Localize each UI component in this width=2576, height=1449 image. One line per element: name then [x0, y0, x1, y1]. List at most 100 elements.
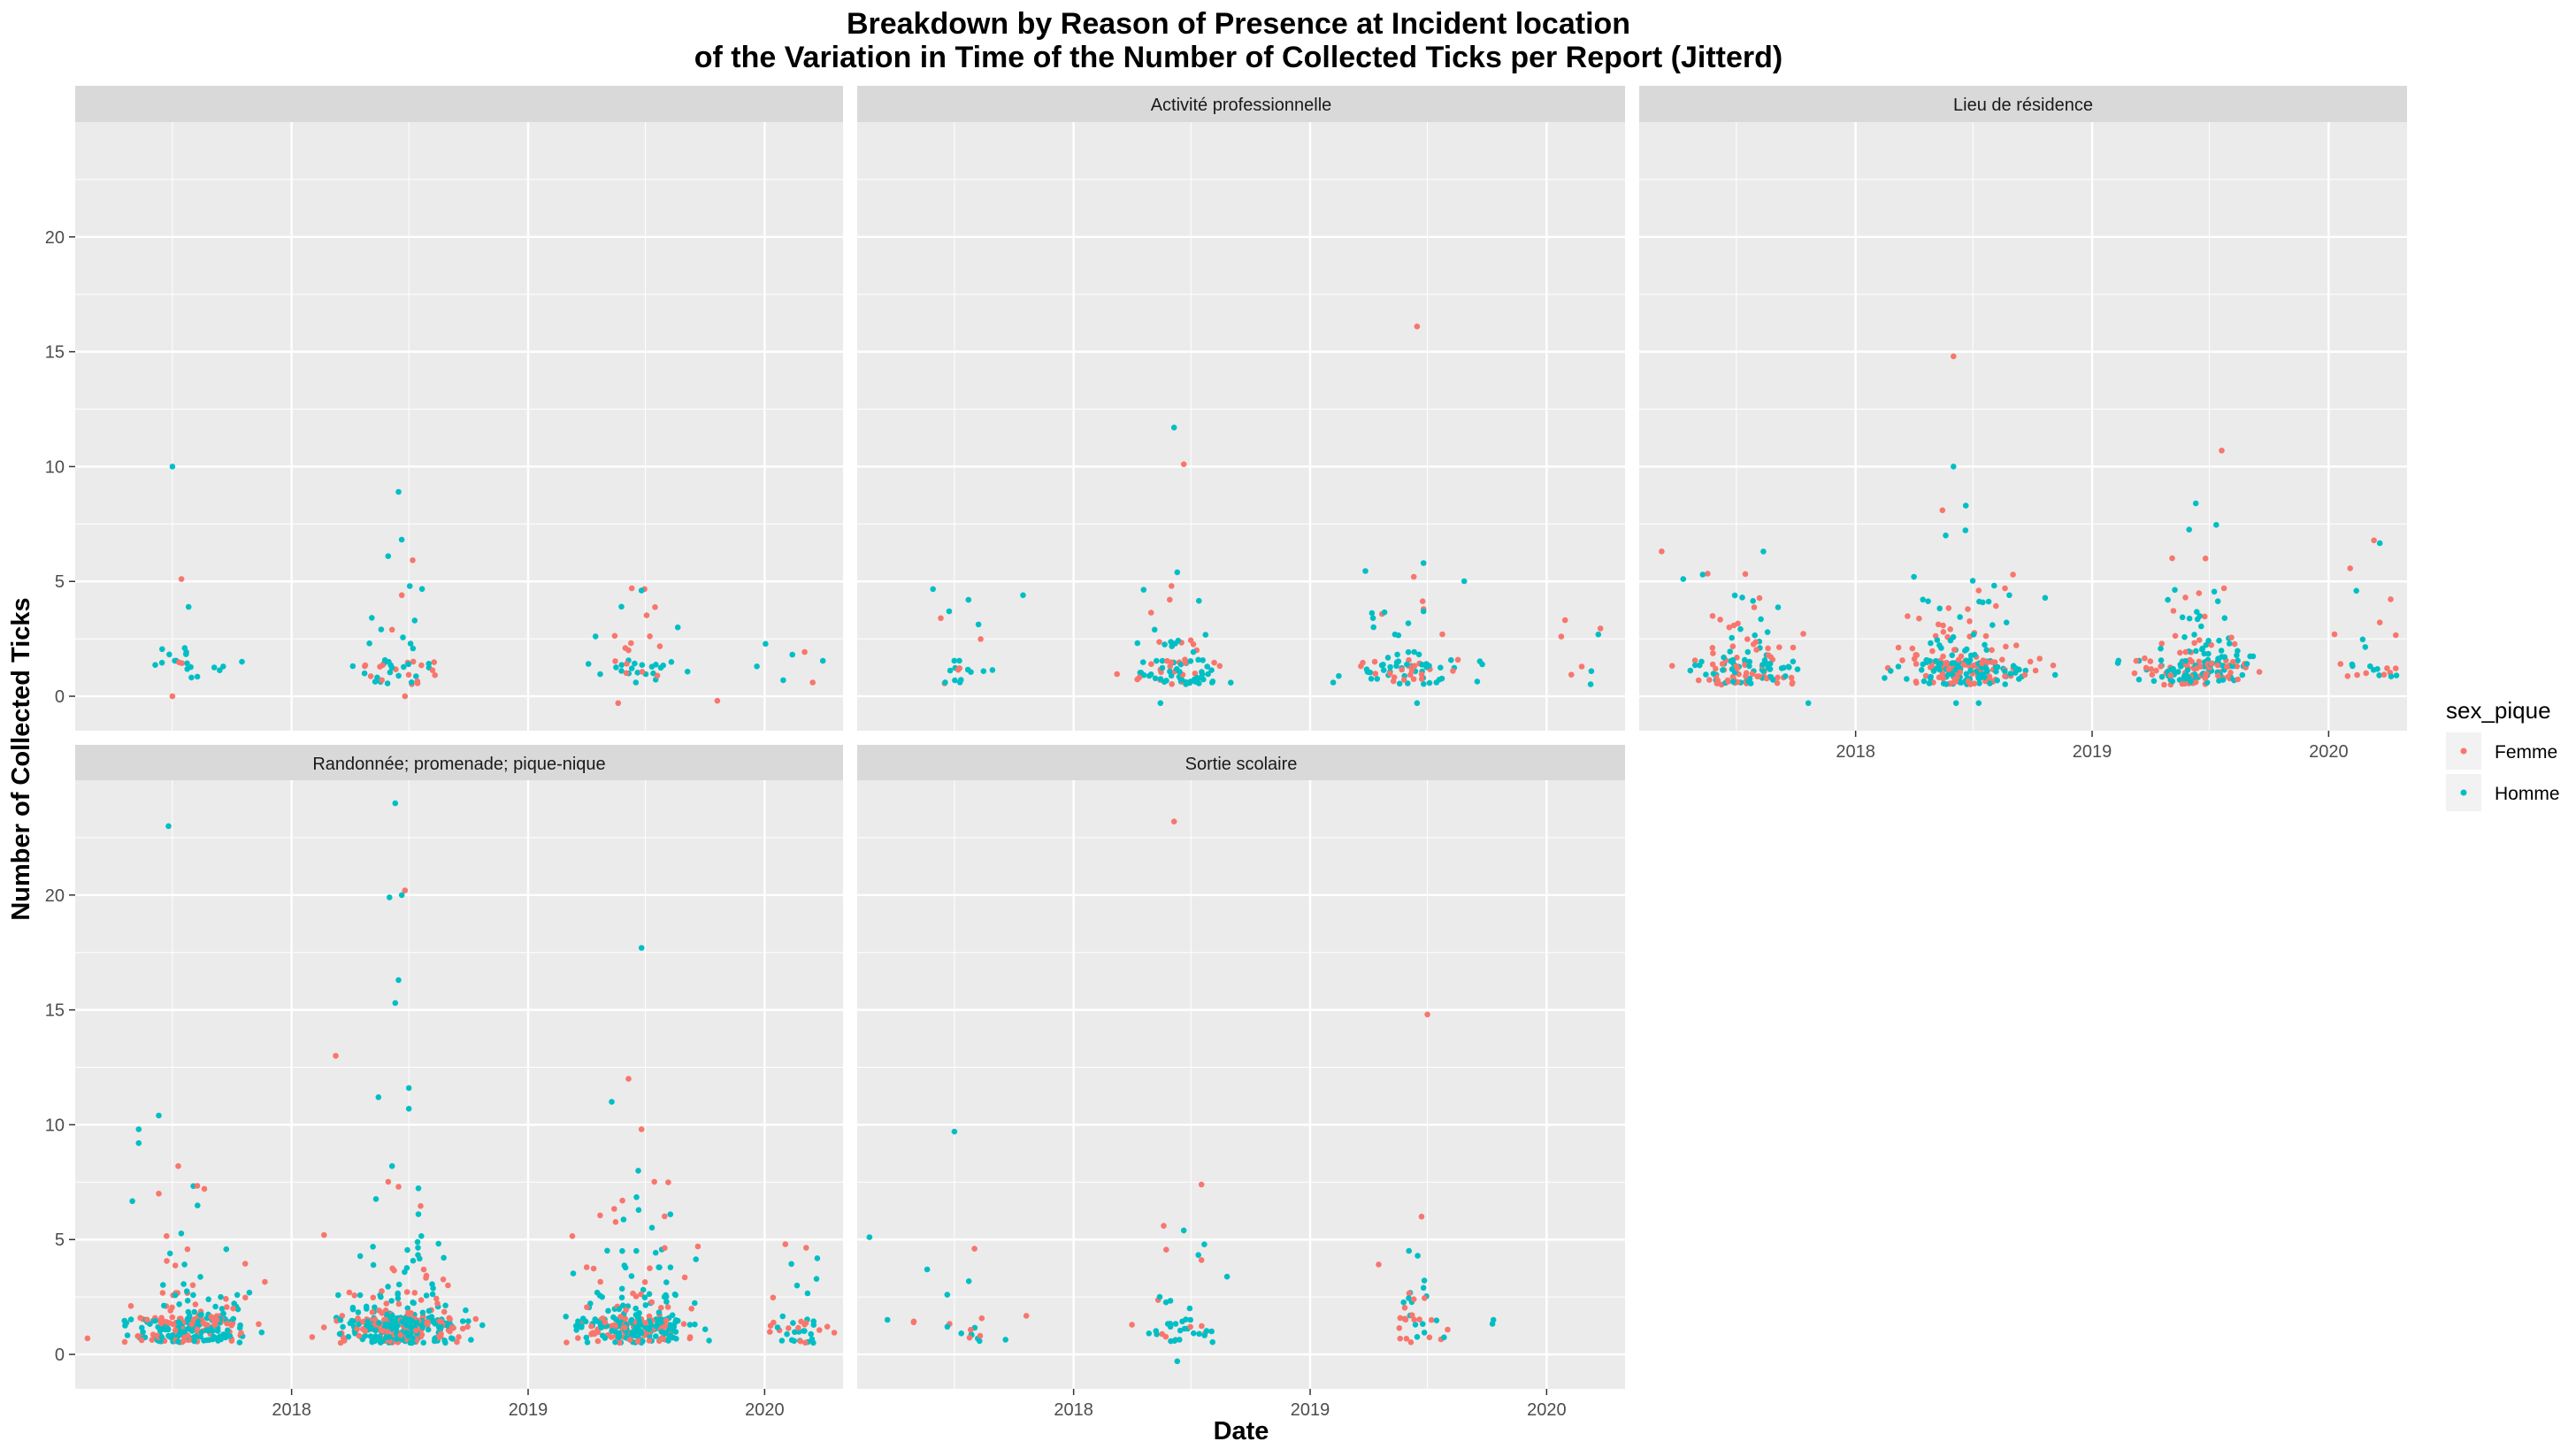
data-point-femme — [405, 1309, 411, 1315]
data-point-femme — [1167, 596, 1173, 603]
data-point-homme — [1911, 573, 1917, 580]
data-point-femme — [346, 1289, 353, 1296]
data-point-homme — [598, 1324, 605, 1330]
data-point-femme — [1705, 571, 1711, 577]
data-point-homme — [388, 1298, 395, 1304]
data-point-homme — [394, 1336, 400, 1342]
data-point-femme — [688, 1306, 694, 1312]
data-point-femme — [694, 1243, 702, 1250]
data-point-homme — [1920, 596, 1926, 603]
data-point-femme — [411, 1290, 418, 1296]
data-point-homme — [2201, 650, 2207, 657]
data-point-femme — [612, 1219, 619, 1225]
data-point-femme — [1161, 1223, 1167, 1229]
y-tick-label: 0 — [55, 687, 65, 707]
data-point-femme — [1410, 676, 1417, 682]
data-point-femme — [149, 1337, 156, 1343]
data-point-homme — [1918, 667, 1925, 673]
data-point-homme — [1146, 1330, 1153, 1337]
x-tick-label: 2018 — [1836, 742, 1875, 762]
data-point-femme — [654, 672, 661, 679]
data-point-femme — [782, 1241, 789, 1247]
data-point-homme — [1396, 680, 1403, 687]
data-point-femme — [2196, 590, 2203, 596]
data-point-homme — [2022, 667, 2029, 674]
data-point-femme — [418, 662, 425, 669]
facet-strip — [75, 86, 843, 122]
data-point-homme — [1925, 598, 1931, 604]
data-point-homme — [236, 1339, 243, 1346]
panel-background — [75, 780, 843, 1389]
data-point-homme — [405, 1085, 412, 1092]
data-point-homme — [178, 1230, 185, 1237]
data-point-homme — [378, 626, 385, 632]
data-point-homme — [426, 661, 433, 667]
data-point-homme — [1177, 669, 1183, 675]
data-point-homme — [239, 658, 245, 665]
data-point-homme — [349, 1317, 356, 1324]
data-point-femme — [2227, 670, 2234, 676]
data-point-homme — [165, 1326, 172, 1332]
data-point-femme — [714, 697, 721, 704]
data-point-femme — [1164, 657, 1170, 664]
data-point-femme — [1114, 671, 1120, 678]
data-point-homme — [618, 668, 625, 674]
data-point-homme — [234, 1292, 241, 1299]
data-point-homme — [1782, 673, 1789, 679]
data-point-femme — [1170, 818, 1177, 824]
data-point-homme — [197, 1274, 203, 1280]
data-point-femme — [127, 1303, 134, 1309]
data-point-homme — [385, 553, 392, 559]
data-point-femme — [664, 1304, 671, 1310]
data-point-homme — [220, 663, 226, 670]
data-point-homme — [692, 1300, 698, 1307]
data-point-homme — [166, 651, 172, 658]
data-point-homme — [405, 661, 412, 668]
data-point-homme — [1147, 671, 1154, 678]
data-point-femme — [2337, 661, 2344, 667]
data-point-femme — [2133, 657, 2140, 664]
data-point-homme — [1940, 680, 1947, 686]
data-point-homme — [1369, 615, 1376, 621]
data-point-femme — [2392, 665, 2399, 671]
panel-background — [1639, 122, 2407, 731]
data-point-femme — [370, 1294, 377, 1301]
data-point-homme — [668, 659, 675, 665]
facet-strip — [75, 745, 843, 780]
data-point-homme — [1139, 659, 1146, 665]
data-point-homme — [1975, 700, 1982, 707]
y-tick-label: 5 — [55, 1230, 65, 1250]
data-point-homme — [1152, 675, 1159, 682]
data-point-homme — [634, 670, 640, 676]
data-point-homme — [792, 1329, 798, 1336]
data-point-femme — [2354, 671, 2360, 678]
data-point-homme — [1400, 1299, 1407, 1306]
data-point-homme — [1204, 663, 1210, 670]
data-point-femme — [2177, 649, 2183, 656]
data-point-femme — [403, 1289, 410, 1295]
data-point-homme — [1727, 648, 1733, 655]
data-point-homme — [230, 1315, 237, 1322]
data-point-femme — [2393, 632, 2399, 639]
data-point-femme — [398, 592, 405, 599]
data-point-homme — [135, 1126, 142, 1132]
data-point-homme — [1421, 1277, 1428, 1284]
data-point-femme — [665, 1179, 671, 1185]
data-point-homme — [340, 1323, 346, 1330]
data-point-homme — [1729, 666, 1736, 672]
data-point-femme — [1951, 679, 1958, 686]
data-point-femme — [2153, 667, 2159, 674]
data-point-homme — [1729, 656, 1736, 663]
data-point-femme — [2002, 673, 2008, 679]
data-point-homme — [388, 1162, 395, 1169]
data-point-femme — [767, 1329, 773, 1335]
data-point-femme — [1424, 1011, 1430, 1018]
data-point-homme — [2388, 673, 2395, 679]
data-point-homme — [429, 1291, 436, 1298]
chart-subtitle: of the Variation in Time of the Number o… — [694, 41, 1782, 74]
data-point-femme — [445, 1282, 451, 1289]
data-point-homme — [952, 677, 958, 684]
data-point-homme — [965, 596, 972, 603]
data-point-homme — [419, 1309, 426, 1316]
data-point-homme — [661, 1293, 668, 1300]
